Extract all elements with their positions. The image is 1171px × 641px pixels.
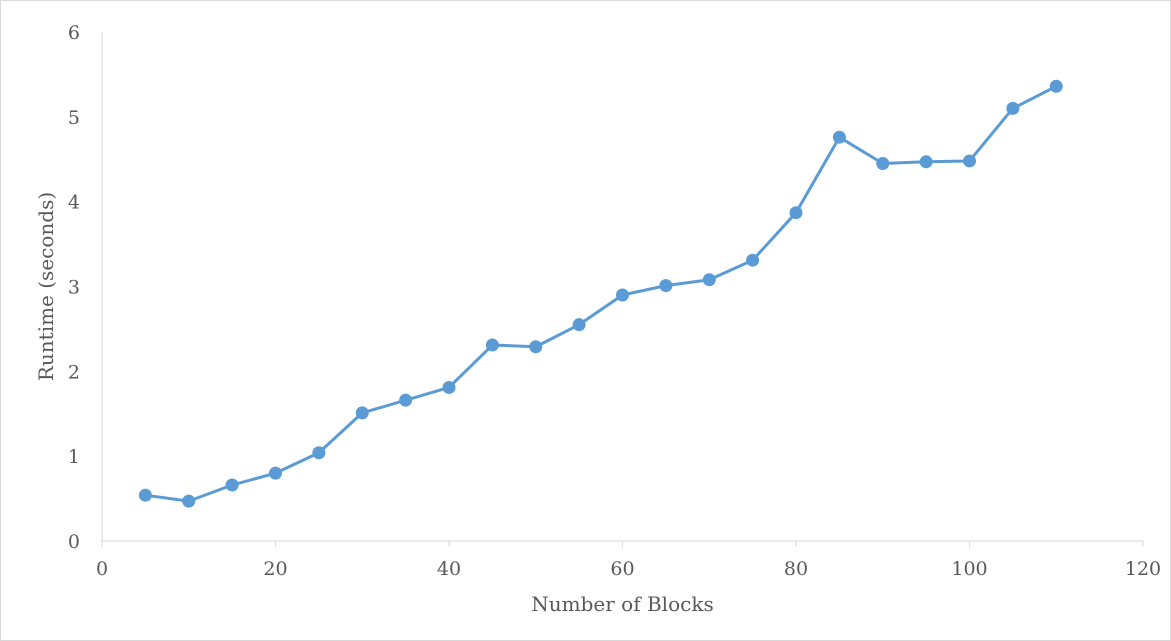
data-point [138,488,152,502]
data-point [225,478,239,492]
x-tick-label: 20 [263,558,287,580]
x-tick-label: 100 [951,558,987,580]
x-axis-title: Number of Blocks [531,592,713,616]
data-point [485,338,499,352]
x-tick-label: 120 [1125,558,1161,580]
data-point [616,288,629,302]
y-tick-labels: 0 1 2 3 4 5 6 [68,22,80,553]
data-point [746,253,760,267]
data-point [702,273,716,287]
data-point [182,494,196,508]
y-tick-label: 4 [68,192,80,214]
series-line [145,84,1057,503]
y-tick-label: 1 [68,446,80,468]
data-point [789,206,803,220]
data-point [269,466,282,480]
y-tick-label: 2 [68,361,80,383]
data-point [919,155,933,169]
data-point [399,393,413,407]
y-axis-title: Runtime (seconds) [34,192,58,381]
x-tick-labels: 0 20 40 60 80 100 120 [96,541,1161,580]
x-tick-label: 80 [784,558,808,580]
data-point [876,156,890,170]
data-point [659,279,673,293]
chart-axes [101,32,1143,542]
y-tick-label: 6 [68,22,80,44]
x-tick-label: 60 [610,558,634,580]
data-point [1049,79,1063,93]
x-tick-label: 40 [437,558,461,580]
data-point [1006,101,1020,115]
data-point [832,130,846,144]
data-point [442,380,456,394]
y-tick-label: 3 [68,277,80,299]
series-group [138,79,1063,508]
data-point [312,446,326,460]
data-point [963,154,976,168]
x-tick-label: 0 [96,558,108,580]
data-point [355,406,369,420]
y-tick-label: 5 [68,107,80,129]
data-point [529,340,543,354]
y-tick-label: 0 [68,531,80,553]
data-point [572,318,586,332]
